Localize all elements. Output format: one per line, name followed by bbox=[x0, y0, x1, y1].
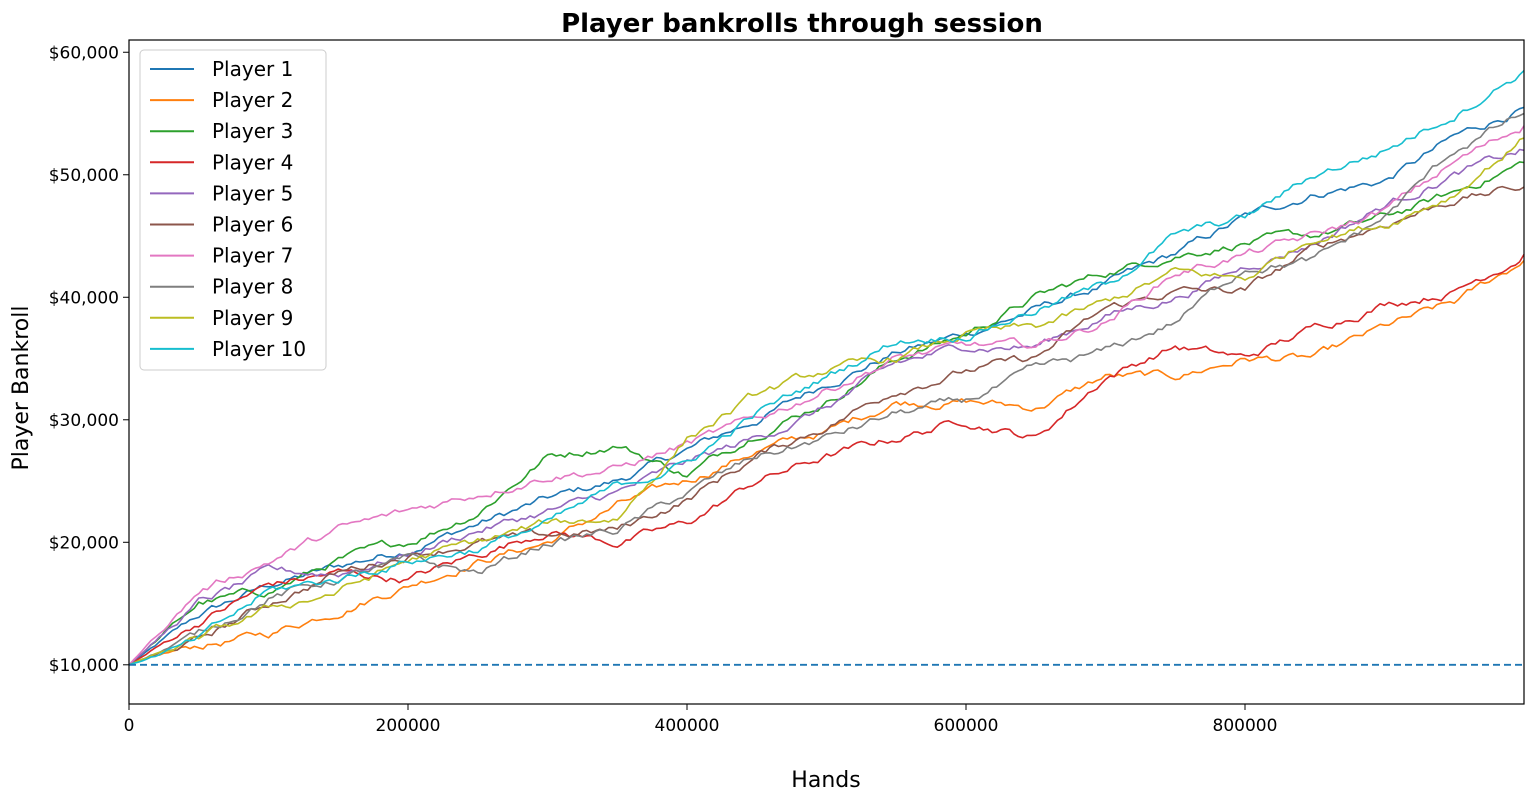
y-axis-label: Player Bankroll bbox=[9, 306, 34, 471]
y-tick-label: $10,000 bbox=[49, 656, 119, 676]
x-axis: 0 200000 400000 600000 800000 bbox=[124, 704, 1278, 736]
x-tick-label: 200000 bbox=[376, 716, 441, 736]
x-tick-label: 0 bbox=[124, 716, 135, 736]
legend-label: Player 5 bbox=[212, 181, 293, 205]
legend: Player 1 Player 2 Player 3 Player 4 Player 5… bbox=[139, 49, 327, 371]
legend-label: Player 9 bbox=[212, 306, 293, 330]
chart-title: Player bankrolls through session bbox=[561, 9, 1043, 39]
y-tick-label: $40,000 bbox=[49, 288, 119, 308]
legend-label: Player 7 bbox=[212, 244, 293, 268]
y-tick-label: $60,000 bbox=[49, 43, 119, 63]
legend-label: Player 8 bbox=[212, 275, 293, 299]
series-line-player-1 bbox=[128, 106, 1525, 666]
x-tick-label: 400000 bbox=[655, 716, 720, 736]
x-tick-label: 800000 bbox=[1213, 716, 1278, 736]
legend-label: Player 10 bbox=[212, 337, 306, 361]
axes-frame bbox=[128, 39, 1525, 705]
y-tick-label: $20,000 bbox=[49, 533, 119, 553]
series-line-player-6 bbox=[128, 185, 1525, 666]
legend-label: Player 3 bbox=[212, 119, 293, 143]
legend-label: Player 4 bbox=[212, 150, 293, 174]
legend-label: Player 1 bbox=[212, 57, 293, 81]
series-line-player-9 bbox=[128, 137, 1525, 666]
legend-box bbox=[139, 49, 327, 371]
legend-label: Player 2 bbox=[212, 88, 293, 112]
series-line-player-4 bbox=[128, 253, 1525, 666]
series-lines bbox=[128, 70, 1525, 666]
plot-area bbox=[128, 39, 1525, 705]
y-tick-label: $50,000 bbox=[49, 166, 119, 186]
x-tick-label: 600000 bbox=[934, 716, 999, 736]
y-tick-label: $30,000 bbox=[49, 411, 119, 431]
series-line-player-7 bbox=[128, 125, 1525, 666]
legend-label: Player 6 bbox=[212, 213, 293, 237]
series-line-player-3 bbox=[128, 161, 1525, 666]
legend-items: Player 1 Player 2 Player 3 Player 4 Player 5… bbox=[150, 57, 306, 361]
y-axis: $10,000 $20,000 $30,000 $40,000 $50,000 $60,0… bbox=[49, 43, 129, 676]
series-line-player-10 bbox=[128, 70, 1525, 666]
x-axis-label: Hands bbox=[791, 768, 860, 793]
